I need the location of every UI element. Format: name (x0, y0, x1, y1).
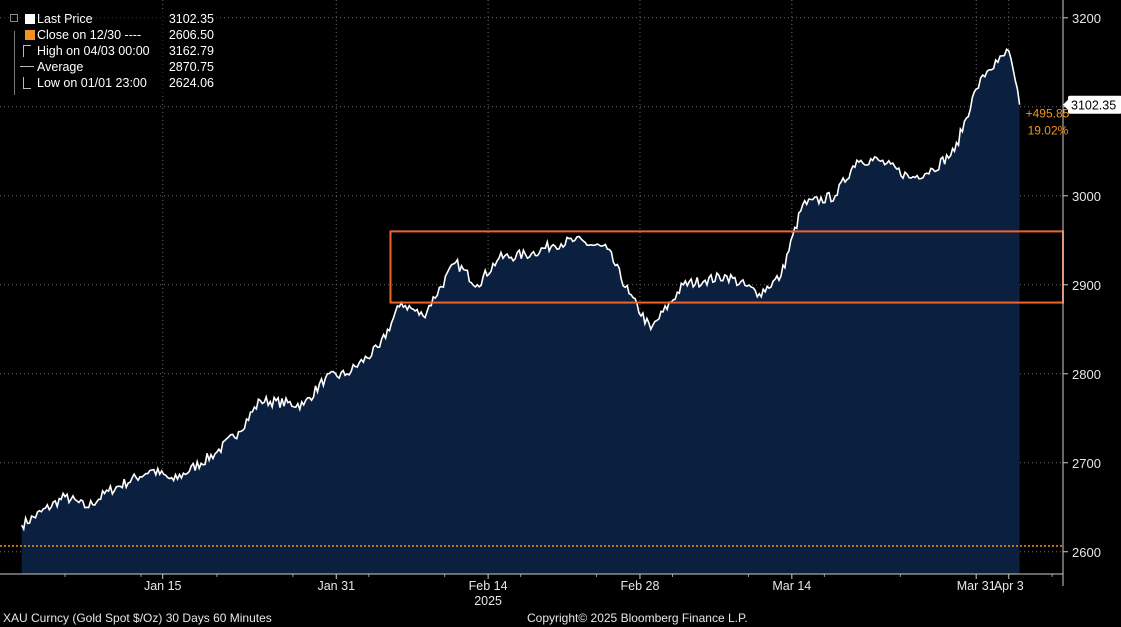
legend-value: 3162.79 (168, 44, 214, 58)
x-tick-label: Feb 14 (469, 579, 508, 593)
high-marker-icon (23, 45, 31, 57)
legend-tree-line (14, 31, 15, 95)
average-marker-icon (20, 66, 34, 67)
white-square-icon (25, 14, 35, 24)
x-year-label: 2025 (474, 594, 502, 608)
y-tick-label: 2700 (1072, 456, 1101, 471)
x-tick-label: Jan 31 (317, 579, 355, 593)
last-price-tag-box (1068, 95, 1121, 114)
legend-value: 2624.06 (168, 76, 214, 90)
x-tick-label: Feb 28 (621, 579, 660, 593)
y-tick-label: 3000 (1072, 189, 1101, 204)
y-tick-label: 2800 (1072, 367, 1101, 382)
legend-value: 2606.50 (168, 28, 214, 42)
y-tick-label: 2900 (1072, 278, 1101, 293)
legend-value: 3102.35 (168, 12, 214, 26)
change-absolute: +495.85 (1026, 107, 1070, 121)
price-area-fill (21, 49, 1020, 575)
legend-item-last-price[interactable]: Last Price 3102.35 (4, 11, 218, 27)
change-percent: 19.02% (1028, 124, 1069, 138)
tree-collapse-icon[interactable] (10, 14, 18, 22)
x-tick-label: Apr 3 (994, 579, 1024, 593)
legend-label: Low on 01/01 23:00 (37, 76, 147, 90)
low-marker-icon (23, 77, 31, 89)
legend-panel: Last Price 3102.35 Close on 12/30 ---- 2… (4, 9, 218, 95)
legend-item-average[interactable]: Average 2870.75 (4, 59, 218, 75)
footer-copyright: Copyright© 2025 Bloomberg Finance L.P. (527, 611, 748, 625)
legend-value: 2870.75 (168, 60, 214, 74)
last-price-tag-value: 3102.35 (1071, 99, 1116, 113)
y-tick-label: 3200 (1072, 11, 1101, 26)
orange-square-icon (25, 30, 35, 40)
y-tick-label: 2600 (1072, 545, 1101, 560)
x-tick-label: Jan 15 (144, 579, 182, 593)
legend-label: Last Price (37, 12, 93, 26)
legend-item-high[interactable]: High on 04/03 00:00 3162.79 (4, 43, 218, 59)
legend-label: High on 04/03 00:00 (37, 44, 150, 58)
footer-security-description: XAU Curncy (Gold Spot $/Oz) 30 Days 60 M… (3, 611, 272, 625)
legend-label: Average (37, 60, 84, 74)
last-price-tag-pointer (1063, 98, 1069, 111)
last-price-tag: 3102.35 (1063, 95, 1121, 114)
x-tick-label: Mar 31 (957, 579, 996, 593)
x-tick-label: Mar 14 (772, 579, 811, 593)
legend-item-low[interactable]: Low on 01/01 23:00 2624.06 (4, 75, 218, 91)
legend-label: Close on 12/30 ---- (37, 28, 142, 42)
legend-item-close[interactable]: Close on 12/30 ---- 2606.50 (4, 27, 218, 43)
price-line (20, 48, 1021, 532)
